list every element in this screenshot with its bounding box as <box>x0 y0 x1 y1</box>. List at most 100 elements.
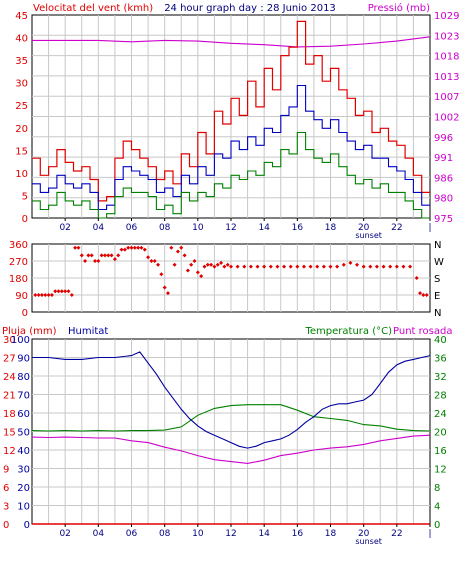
temperature-y-tick-label: 28 <box>434 391 447 402</box>
direction-point <box>414 276 419 280</box>
pressure-y-tick-label: 1007 <box>434 92 459 103</box>
dew-point-axis-label: Punt rosada <box>393 326 452 337</box>
direction-point <box>202 264 207 269</box>
rain-y-tick-label: 24 <box>3 372 16 383</box>
wind-x-tick-label: 12 <box>225 223 236 233</box>
humidity-x-tick-label: 10 <box>192 529 204 539</box>
wind-x-tick-label: 22 <box>391 223 402 233</box>
direction-point <box>76 245 81 250</box>
pressure-series-line <box>32 36 431 48</box>
direction-point <box>73 245 78 250</box>
direction-point <box>192 259 197 263</box>
direction-point <box>394 264 399 269</box>
temperature-series-line <box>31 404 431 432</box>
compass-y-tick-label: W <box>434 257 444 268</box>
rain-y-tick-label: 15 <box>3 428 16 439</box>
direction-point <box>222 264 227 269</box>
direction-point <box>59 289 64 294</box>
direction-point <box>242 264 247 269</box>
direction-y-tick-label: 90 <box>15 291 28 302</box>
humidity-y-tick-label: 60 <box>17 409 30 420</box>
direction-point <box>152 259 157 263</box>
rain-y-tick-label: 27 <box>3 354 16 365</box>
humidity-series-line <box>32 351 431 449</box>
wind-x-tick-label: 14 <box>258 223 270 233</box>
humidity-axis-label: Humitat <box>68 326 108 337</box>
compass-y-tick-label: N <box>434 308 441 319</box>
rain-y-tick-label: 21 <box>3 391 16 402</box>
temperature-y-tick-label: 16 <box>434 446 447 457</box>
temperature-y-tick-label: 8 <box>434 483 440 494</box>
humidity-y-tick-label: 20 <box>17 483 30 494</box>
temperature-y-tick-label: 20 <box>434 428 447 439</box>
temperature-y-tick-label: 40 <box>434 335 447 346</box>
direction-point <box>315 264 320 269</box>
direction-y-tick-label: 0 <box>22 308 28 319</box>
direction-point <box>43 293 48 297</box>
avg_wind-series-line <box>32 84 430 211</box>
direction-point <box>235 264 240 269</box>
temperature-y-tick-label: 24 <box>434 409 447 420</box>
direction-point <box>229 264 233 269</box>
direction-point <box>149 259 154 263</box>
direction-point <box>288 264 293 269</box>
humidity-y-tick-label: 50 <box>17 428 30 439</box>
temperature-y-tick-label: 36 <box>434 354 447 365</box>
direction-point <box>46 293 51 297</box>
direction-point <box>421 293 426 297</box>
rain-y-tick-label: 18 <box>3 409 16 420</box>
direction-point <box>109 253 114 258</box>
direction-point <box>96 259 101 263</box>
direction-point <box>119 247 124 252</box>
direction-point <box>255 264 260 269</box>
direction-point <box>328 264 333 269</box>
direction-point <box>102 253 107 258</box>
direction-point <box>69 293 74 297</box>
direction-point <box>368 264 373 269</box>
direction-point <box>248 264 253 269</box>
direction-point <box>53 289 58 294</box>
direction-point <box>212 264 217 269</box>
direction-point <box>142 247 147 252</box>
direction-point <box>159 272 164 277</box>
direction-point <box>175 249 180 254</box>
wind-x-tick-label: 20 <box>358 223 370 233</box>
rain-y-tick-label: 6 <box>3 483 9 494</box>
direction-point <box>374 264 379 269</box>
humidity-x-tick-label: 08 <box>159 529 171 539</box>
humidity-y-tick-label: 30 <box>17 465 30 476</box>
rain-y-tick-label: 3 <box>3 502 9 513</box>
direction-point <box>348 260 353 265</box>
wind-y-tick-label: 15 <box>15 146 28 157</box>
pressure-y-tick-label: 975 <box>434 214 453 225</box>
wind-axis-label: Velocitat del vent (kmh) <box>33 3 153 14</box>
wind-pressure-chart: 0510152025303540459759809869919961002100… <box>15 2 459 240</box>
humidity-y-tick-label: 90 <box>17 354 30 365</box>
rain-y-tick-label: 9 <box>3 465 9 476</box>
direction-point <box>381 264 386 269</box>
rain-axis-label: Pluja (mm) <box>2 326 57 337</box>
direction-point <box>79 253 84 258</box>
direction-point <box>182 253 187 258</box>
humidity-y-tick-label: 100 <box>11 335 30 346</box>
direction-point <box>36 293 41 297</box>
direction-point <box>179 245 184 250</box>
wind-x-tick-label: 06 <box>126 223 138 233</box>
wind-x-tick-label: | <box>428 223 431 233</box>
direction-point <box>122 247 127 252</box>
direction-point <box>146 255 151 260</box>
direction-point <box>268 264 273 269</box>
direction-point <box>83 259 88 263</box>
humidity-x-tick-label: 22 <box>391 529 402 539</box>
direction-point <box>66 289 71 294</box>
direction-point <box>408 264 413 269</box>
direction-point <box>156 262 161 267</box>
rain-y-tick-label: 0 <box>3 520 9 531</box>
direction-point <box>116 253 121 258</box>
humidity-x-tick-label: 20 <box>358 529 370 539</box>
humidity-temperature-chart: 0369121518212427300102030405060708090100… <box>2 326 452 546</box>
direction-point <box>112 257 117 262</box>
direction-point <box>215 262 220 267</box>
direction-point <box>424 293 429 297</box>
